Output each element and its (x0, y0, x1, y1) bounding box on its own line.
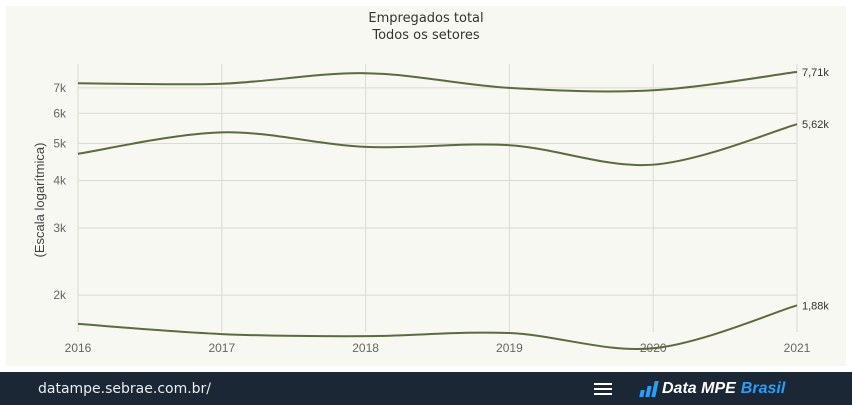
series-end-label: 1,88k (802, 300, 829, 312)
x-tick-label: 2018 (352, 341, 379, 355)
chart-subtitle: Todos os setores (372, 28, 480, 43)
y-tick-label: 2k (53, 288, 67, 302)
y-axis-ticks: 2k 3k 4k 5k 6k 7k (53, 81, 67, 302)
x-tick-label: 2016 (65, 341, 92, 355)
brand-accent: Brasil (740, 380, 786, 397)
x-tick-label: 2021 (784, 341, 811, 355)
x-tick-label: 2019 (496, 341, 523, 355)
vertical-gridlines (77, 64, 798, 332)
brand-logo[interactable]: Data MPE Brasil (639, 378, 786, 400)
x-tick-label: 2017 (208, 341, 235, 355)
series-line-2[interactable] (77, 123, 798, 167)
chart-title-block: Empregados total Todos os setores (0, 10, 852, 44)
bar-chart-logo-icon (639, 381, 659, 397)
series-end-label: 7,71k (802, 67, 829, 79)
hamburger-menu-icon[interactable] (594, 383, 612, 395)
brand-name: Data MPE (662, 380, 736, 397)
footer-bar: datampe.sebrae.com.br/ Data MPE Brasil (0, 372, 852, 405)
horizontal-gridlines (78, 87, 797, 296)
y-tick-label: 6k (53, 106, 67, 120)
series-end-label: 5,62k (802, 119, 829, 131)
series-line-1[interactable] (77, 70, 798, 93)
series-lines (77, 70, 798, 350)
x-axis-ticks: 2016 2017 2018 2019 2020 2021 (65, 341, 811, 355)
series-line-3[interactable] (77, 304, 798, 350)
y-tick-label: 5k (53, 137, 67, 151)
chart-panel (6, 6, 846, 366)
site-url-link[interactable]: datampe.sebrae.com.br/ (38, 381, 212, 397)
series-end-labels: 7,71k 5,62k 1,88k (802, 67, 829, 312)
y-tick-label: 7k (53, 81, 67, 95)
chart-title: Empregados total (368, 11, 484, 26)
y-tick-label: 3k (53, 221, 67, 235)
y-tick-label: 4k (53, 173, 67, 187)
y-axis-label: (Escala logarítmica) (32, 143, 47, 258)
